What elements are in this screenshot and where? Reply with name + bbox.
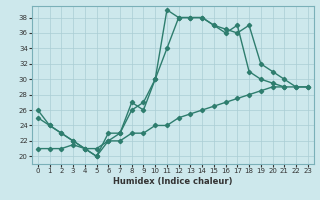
X-axis label: Humidex (Indice chaleur): Humidex (Indice chaleur) (113, 177, 233, 186)
